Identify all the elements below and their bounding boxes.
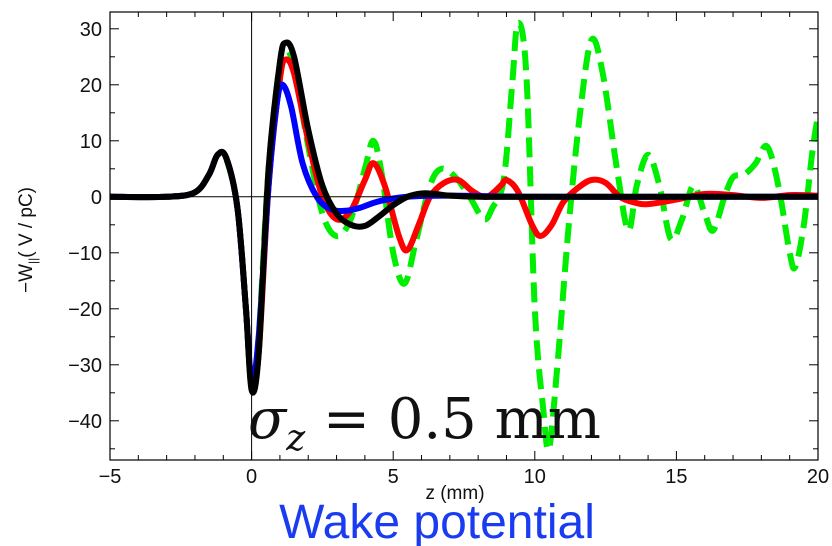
y-tick-label: −10 [68,243,102,265]
y-axis-label: −W||( V / pC) [16,187,40,293]
y-tick-label: −20 [68,299,102,321]
x-tick-label: 5 [388,466,399,488]
y-tick-label: 20 [80,75,102,97]
series-line-1 [110,59,818,389]
x-tick-label: −5 [99,466,122,488]
y-tick-label: 30 [80,19,102,41]
x-tick-label: 10 [524,466,546,488]
x-tick-label: 15 [665,466,687,488]
sigma-annotation: σz = 0.5 mm [248,387,601,459]
y-tick-label: −30 [68,355,102,377]
y-tick-label: −40 [68,411,102,433]
y-tick-label: 0 [91,187,102,209]
x-tick-label: 0 [246,466,257,488]
series-line-3 [110,43,818,393]
x-tick-label: 20 [807,466,829,488]
caption: Wake potential [279,496,595,546]
y-tick-label: 10 [80,131,102,153]
